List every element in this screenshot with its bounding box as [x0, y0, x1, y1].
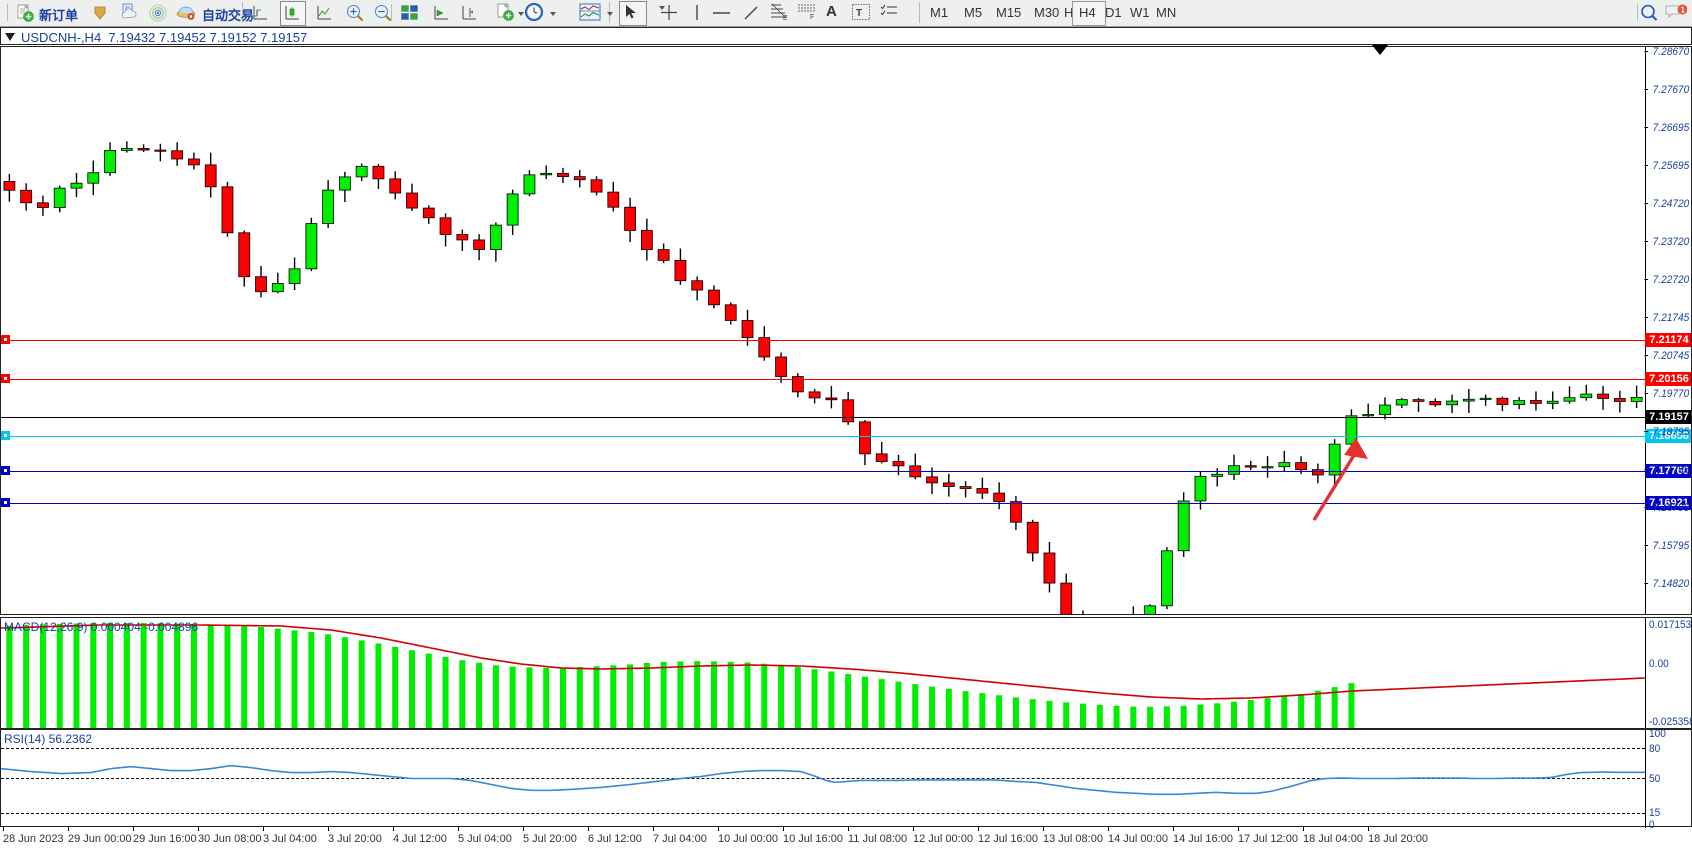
svg-text:1: 1: [1681, 5, 1686, 14]
svg-text:E: E: [783, 15, 788, 21]
svg-text:T: T: [856, 8, 862, 19]
svg-text:F: F: [810, 14, 814, 20]
